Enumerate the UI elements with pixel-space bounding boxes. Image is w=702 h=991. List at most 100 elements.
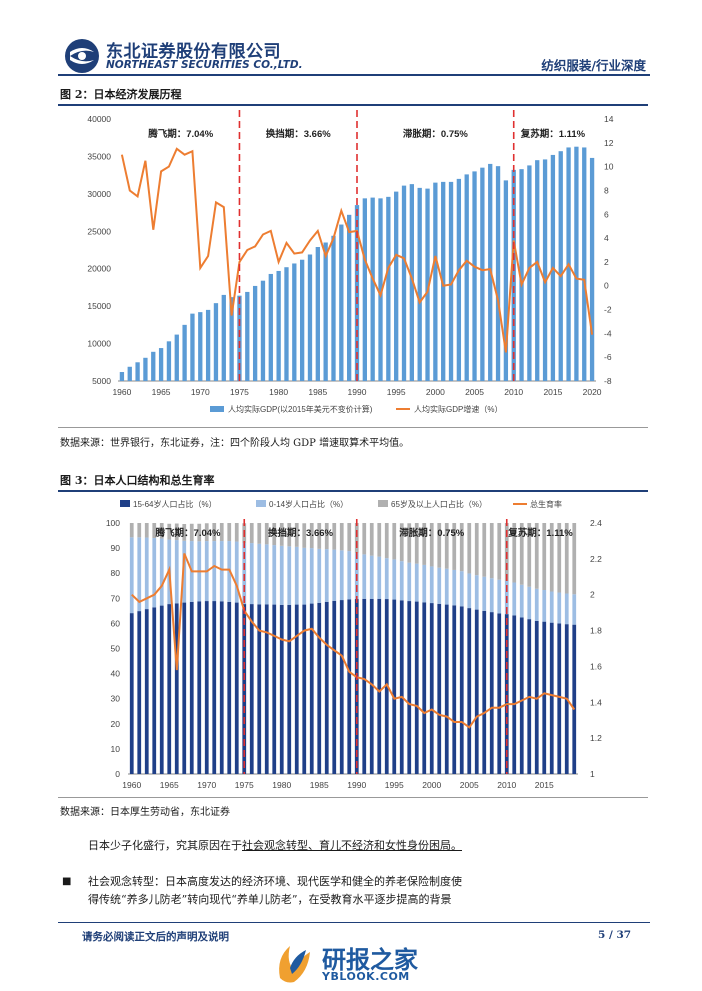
young-age-bar [257, 543, 262, 605]
young-age-bar [242, 543, 247, 605]
old-age-bar [144, 523, 149, 538]
old-age-bar [354, 523, 359, 554]
old-age-bar [212, 523, 217, 542]
gdp-bar [127, 366, 132, 381]
working-age-bar [264, 604, 269, 774]
y-left-tick-label: 0 [115, 769, 120, 779]
old-age-bar [399, 523, 404, 562]
young-age-bar [422, 564, 427, 603]
young-age-bar [347, 551, 352, 600]
old-age-bar [572, 523, 577, 595]
x-tick-label: 2000 [422, 780, 441, 790]
gdp-bar [237, 295, 242, 381]
working-age-bar [227, 601, 232, 774]
old-age-bar [234, 523, 239, 542]
young-age-bar [467, 573, 472, 609]
x-tick-label: 1970 [197, 780, 216, 790]
young-age-bar [414, 563, 419, 602]
working-age-bar [429, 603, 434, 774]
gdp-bar [135, 362, 140, 381]
working-age-bar [332, 600, 337, 774]
young-age-bar [152, 538, 157, 608]
old-age-bar [557, 523, 562, 593]
gdp-bar [276, 270, 281, 381]
gdp-bar [378, 198, 383, 381]
gdp-bar [409, 184, 415, 381]
x-tick-label: 2015 [535, 780, 554, 790]
old-age-bar [159, 523, 164, 539]
working-age-bar [272, 604, 277, 774]
young-age-bar [212, 541, 217, 602]
y-right-tick-label: 2.4 [590, 518, 602, 528]
figure3-top-rule [58, 490, 648, 492]
gdp-bar [441, 181, 446, 381]
old-age-bar [189, 523, 194, 542]
watermark-url: YBLOOK.COM [322, 970, 410, 983]
old-age-bar [422, 523, 427, 565]
y-left-tick-label: 40000 [87, 114, 111, 124]
y-left-tick-label: 10 [111, 744, 121, 754]
x-tick-label: 1995 [385, 780, 404, 790]
period-label: 滞胀期：0.75% [403, 128, 468, 140]
gdp-bar [464, 174, 469, 381]
x-tick-label: 1990 [347, 780, 366, 790]
old-age-bar [332, 523, 337, 550]
gdp-bar [245, 291, 250, 381]
young-age-bar [309, 548, 314, 604]
x-tick-label: 2005 [460, 780, 479, 790]
gdp-bar [425, 188, 430, 381]
working-age-bar [534, 620, 539, 774]
gdp-bar [519, 169, 524, 381]
y-right-tick-label: 6 [604, 209, 609, 219]
young-age-bar [527, 586, 532, 620]
working-age-bar [339, 600, 344, 774]
working-age-bar [167, 604, 172, 774]
period-label: 滞胀期：0.75% [399, 527, 464, 539]
gdp-bar [480, 167, 485, 381]
y-left-tick-label: 35000 [87, 151, 111, 161]
young-age-bar [557, 592, 562, 624]
working-age-bar [212, 601, 217, 774]
gdp-bar [284, 267, 289, 381]
x-tick-label: 2000 [426, 387, 445, 397]
y-right-tick-label: 1.6 [590, 661, 602, 671]
young-age-bar [519, 584, 524, 618]
legend-label-line: 人均实际GDP增速（%） [414, 404, 502, 414]
gdp-bar [339, 224, 344, 381]
gdp-bar [252, 285, 258, 381]
gdp-bar [417, 187, 422, 381]
footer-notice: 请务必阅读正文后的声明及说明 [82, 931, 229, 943]
working-age-bar [474, 609, 479, 774]
x-tick-label: 1965 [152, 387, 171, 397]
x-tick-label: 2015 [543, 387, 562, 397]
gdp-growth-line [120, 147, 594, 353]
young-age-bar [362, 554, 367, 599]
old-age-bar [324, 523, 329, 550]
period-label: 复苏期：1.11% [507, 527, 573, 539]
young-age-bar [324, 549, 329, 602]
period-label: 换挡期：3.66% [266, 128, 331, 140]
working-age-bar [144, 609, 149, 774]
working-age-bar [302, 604, 307, 774]
x-tick-label: 2010 [497, 780, 516, 790]
old-age-bar [362, 523, 367, 555]
gdp-bar [292, 263, 297, 381]
young-age-bar [452, 569, 457, 606]
old-age-bar [489, 523, 494, 579]
y-left-tick-label: 90 [111, 543, 121, 553]
old-age-bar [512, 523, 517, 583]
old-age-bar [279, 523, 284, 546]
young-age-bar [219, 541, 224, 602]
old-age-bar [497, 523, 502, 580]
gdp-bar [472, 171, 477, 381]
working-age-bar [294, 604, 299, 774]
legend-swatch-old [378, 500, 388, 507]
gdp-bar [394, 191, 399, 381]
working-age-bar [384, 599, 389, 774]
young-age-bar [384, 558, 389, 600]
figure3-bottom-rule [58, 797, 648, 798]
x-tick-label: 1960 [122, 780, 141, 790]
working-age-bar [197, 601, 202, 774]
gdp-bar [401, 185, 407, 381]
legend-swatch-young [256, 500, 266, 507]
